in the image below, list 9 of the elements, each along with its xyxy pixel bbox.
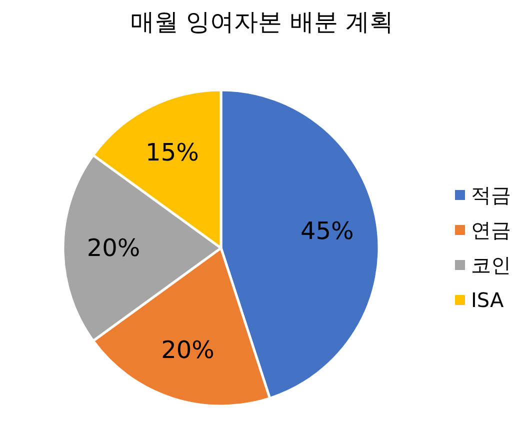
legend-label: 코인	[471, 253, 511, 277]
legend-label: 연금	[471, 218, 511, 242]
chart-title: 매월 잉여자본 배분 계획	[130, 8, 394, 36]
data-label: 15%	[146, 138, 199, 166]
legend-label: ISA	[471, 288, 504, 312]
data-label: 20%	[86, 234, 140, 262]
legend-label: 적금	[471, 183, 511, 207]
data-label: 45%	[300, 217, 354, 246]
data-label: 20%	[161, 336, 214, 364]
